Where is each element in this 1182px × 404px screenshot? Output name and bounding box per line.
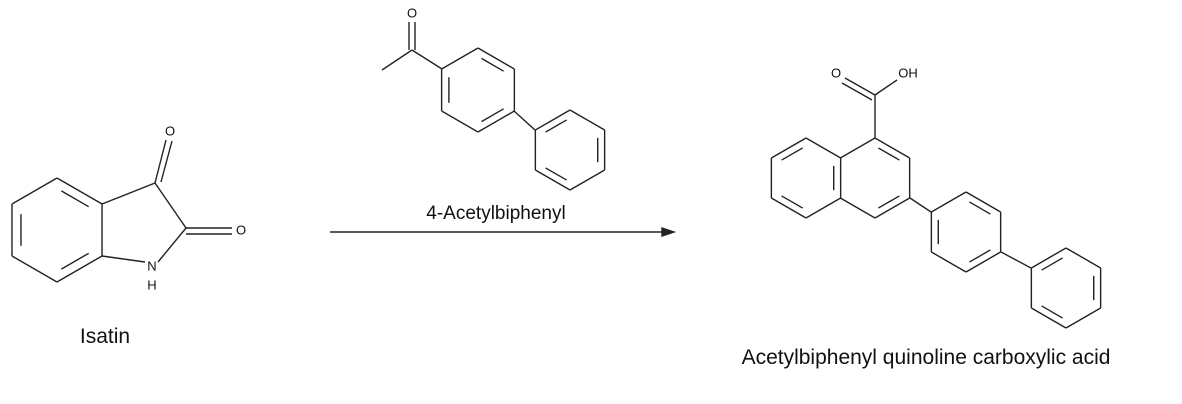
bond — [805, 137, 841, 159]
bond — [1031, 247, 1067, 269]
bond — [535, 109, 571, 131]
bond — [157, 227, 187, 263]
bond — [477, 47, 515, 70]
bond — [545, 167, 568, 181]
compound-name: Isatin — [80, 325, 130, 348]
bond — [781, 195, 804, 209]
atom-label: H — [147, 277, 156, 292]
bond — [840, 197, 876, 219]
bond — [56, 177, 103, 205]
bond — [101, 182, 156, 205]
bond — [56, 255, 103, 283]
bond — [877, 195, 900, 209]
bond — [569, 169, 605, 191]
bond — [771, 137, 807, 159]
bond — [931, 251, 967, 273]
bond — [874, 197, 910, 219]
bond — [965, 251, 1001, 273]
bond — [968, 201, 991, 215]
bond — [481, 57, 504, 72]
bond — [840, 137, 876, 159]
bond — [545, 119, 568, 133]
bonds — [11, 22, 1102, 329]
bond — [844, 77, 876, 96]
bond — [477, 110, 515, 133]
bond — [569, 109, 605, 131]
bond — [11, 177, 58, 205]
bond — [535, 169, 571, 191]
bond — [771, 197, 807, 219]
bond — [805, 197, 841, 219]
bond — [1000, 251, 1032, 269]
bond — [481, 108, 504, 123]
bond — [874, 79, 898, 96]
atom-label: O — [407, 5, 417, 20]
bond — [1065, 247, 1101, 269]
bond — [11, 255, 58, 283]
bond — [154, 139, 167, 184]
bond — [160, 140, 173, 183]
atom-label: O — [831, 65, 841, 80]
bond — [381, 49, 413, 71]
bond — [441, 110, 479, 133]
bond — [965, 191, 1001, 213]
bond — [441, 47, 479, 70]
bond — [154, 182, 187, 229]
atom-label: OH — [898, 65, 918, 80]
bond — [513, 110, 536, 131]
bond — [877, 147, 900, 161]
bond — [841, 82, 873, 101]
bond — [1065, 307, 1101, 329]
compound-name: Acetylbiphenyl quinoline carboxylic acid — [742, 346, 1111, 369]
bond — [874, 137, 910, 159]
bond — [931, 191, 967, 213]
bond — [968, 249, 991, 263]
bond — [101, 255, 146, 263]
atom-label: N — [147, 258, 156, 273]
bond — [1041, 257, 1064, 271]
atom-label: O — [236, 222, 246, 237]
arrow-head — [661, 227, 677, 237]
bond — [781, 147, 804, 161]
reagent-name: 4-Acetylbiphenyl — [426, 203, 565, 224]
bond — [60, 252, 90, 270]
bond — [60, 190, 90, 208]
atom-label: O — [165, 123, 175, 138]
bond — [411, 49, 443, 70]
bond — [909, 197, 932, 213]
bond — [1031, 307, 1067, 329]
bond — [1041, 305, 1064, 319]
